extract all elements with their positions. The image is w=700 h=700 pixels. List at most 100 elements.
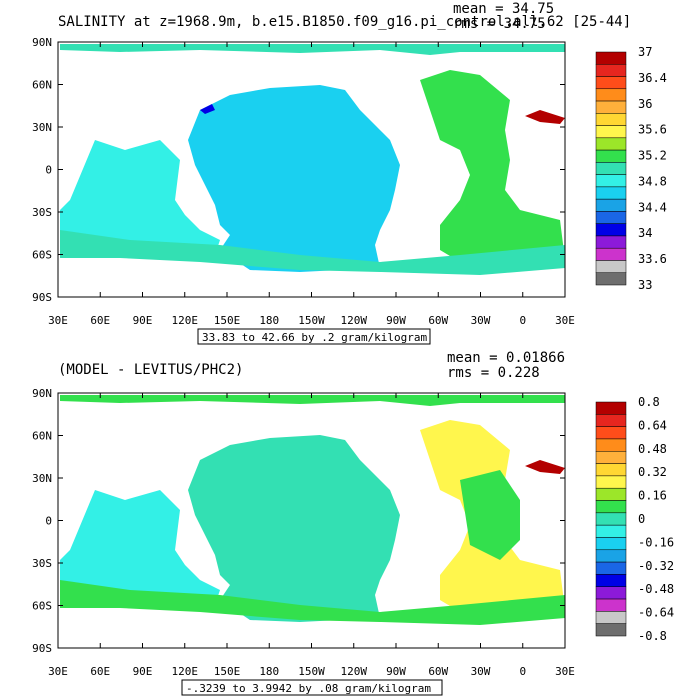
colorbar-label: 35.6 bbox=[638, 123, 667, 137]
colorbar-swatch bbox=[595, 211, 627, 224]
colorbar-swatch bbox=[595, 414, 627, 427]
colorbar-swatch bbox=[595, 500, 627, 514]
colorbar-swatch bbox=[595, 401, 627, 415]
colorbar-label: 0 bbox=[638, 512, 645, 526]
x-tick-label: 90W bbox=[386, 314, 406, 327]
colorbar-swatch bbox=[595, 113, 627, 126]
y-tick-label: 30N bbox=[32, 121, 52, 134]
x-tick-label: 150W bbox=[298, 665, 325, 678]
y-tick-label: 0 bbox=[45, 515, 52, 528]
colorbar-label: -0.48 bbox=[638, 582, 674, 596]
y-tick-label: 60N bbox=[32, 430, 52, 443]
y-tick-label: 60S bbox=[32, 249, 52, 262]
colorbar-swatch bbox=[595, 549, 627, 563]
colorbar-swatch bbox=[595, 438, 627, 452]
y-tick-label: 90S bbox=[32, 642, 52, 655]
x-tick-label: 150E bbox=[214, 314, 241, 327]
colorbar-label: 35.2 bbox=[638, 149, 667, 163]
x-tick-label: 180 bbox=[259, 665, 279, 678]
colorbar-label: 0.32 bbox=[638, 465, 667, 479]
mean-label: mean = 0.01866 bbox=[447, 350, 565, 366]
colorbar-swatch bbox=[595, 426, 627, 440]
y-tick-label: 90N bbox=[32, 387, 52, 400]
x-tick-label: 30E bbox=[555, 314, 575, 327]
colorbar-label: 0.8 bbox=[638, 395, 660, 409]
colorbar-label: -0.64 bbox=[638, 606, 674, 620]
x-tick-label: 120E bbox=[172, 665, 199, 678]
x-tick-label: 180 bbox=[259, 314, 279, 327]
colorbar-label: -0.16 bbox=[638, 535, 674, 549]
colorbar-swatch bbox=[595, 223, 627, 237]
colorbar-swatch bbox=[595, 100, 627, 114]
rms-label: rms = 34.75 bbox=[453, 16, 546, 32]
y-tick-label: 60N bbox=[32, 79, 52, 92]
colorbar-label: 0.48 bbox=[638, 442, 667, 456]
x-tick-label: 120E bbox=[172, 314, 199, 327]
x-axis: 30E 60E 90E 120E 150E 180 150W 120W 90W 60W 30W 0 30… bbox=[48, 42, 575, 327]
x-tick-label: 30W bbox=[471, 314, 491, 327]
mean-label: mean = 34.75 bbox=[453, 1, 554, 17]
x-axis: 30E 60E 90E 120E 150E 180 150W 120W 90W 60W 30W 0 30… bbox=[48, 393, 575, 678]
colorbar-swatch bbox=[595, 537, 627, 551]
x-tick-label: 60W bbox=[428, 314, 448, 327]
colorbar-label: 0.64 bbox=[638, 418, 667, 432]
x-tick-label: 30E bbox=[48, 314, 68, 327]
colorbar-swatch bbox=[595, 162, 627, 175]
x-tick-label: 60W bbox=[428, 665, 448, 678]
colorbar-label: 36.4 bbox=[638, 71, 667, 85]
colorbar-swatch bbox=[595, 235, 627, 249]
x-tick-label: 60E bbox=[90, 314, 110, 327]
range-label: 33.83 to 42.66 by .2 gram/kilogram bbox=[202, 331, 428, 344]
colorbar-swatch bbox=[595, 524, 627, 538]
y-tick-label: 90S bbox=[32, 291, 52, 304]
colorbar-swatch bbox=[595, 272, 627, 286]
x-tick-label: 120W bbox=[341, 314, 368, 327]
colorbar-swatch bbox=[595, 64, 627, 77]
colorbar-label: 34.8 bbox=[638, 174, 667, 188]
colorbar-swatch bbox=[595, 51, 627, 65]
colorbar-label: 33 bbox=[638, 278, 652, 292]
y-axis: 90N 60N 30N 0 30S 60S 90S bbox=[32, 387, 565, 655]
colorbar: 0.8 0.64 0.48 0.32 0.16 0 -0.16 -0.32 -0.48 -0.64… bbox=[595, 395, 674, 643]
colorbar-label: 37 bbox=[638, 45, 652, 59]
y-axis: 90N 60N 30N 0 30S 60S 90S bbox=[32, 36, 565, 304]
panel-title: SALINITY at z=1968.9m, b.e15.B1850.f09_g… bbox=[58, 14, 631, 30]
colorbar-label: 34 bbox=[638, 226, 652, 240]
colorbar-swatch bbox=[595, 186, 627, 200]
colorbar-swatch bbox=[595, 463, 627, 477]
colorbar-swatch bbox=[595, 125, 627, 139]
colorbar-label: 33.6 bbox=[638, 252, 667, 266]
y-tick-label: 90N bbox=[32, 36, 52, 49]
x-tick-label: 120W bbox=[341, 665, 368, 678]
colorbar-swatch bbox=[595, 611, 627, 624]
x-tick-label: 90W bbox=[386, 665, 406, 678]
x-tick-label: 0 bbox=[519, 314, 526, 327]
colorbar-swatch bbox=[595, 512, 627, 526]
colorbar-swatch bbox=[595, 475, 627, 489]
colorbar-label: -0.8 bbox=[638, 629, 667, 643]
x-tick-label: 0 bbox=[519, 665, 526, 678]
colorbar-label: 0.16 bbox=[638, 489, 667, 503]
range-label: -.3239 to 3.9942 by .08 gram/kilogram bbox=[186, 682, 431, 695]
y-tick-label: 30S bbox=[32, 557, 52, 570]
y-tick-label: 30N bbox=[32, 472, 52, 485]
colorbar-swatch bbox=[595, 76, 627, 90]
x-tick-label: 90E bbox=[133, 665, 153, 678]
rms-label: rms = 0.228 bbox=[447, 365, 540, 381]
panel-title: (MODEL - LEVITUS/PHC2) bbox=[58, 362, 243, 378]
x-tick-label: 30E bbox=[48, 665, 68, 678]
x-tick-label: 30E bbox=[555, 665, 575, 678]
colorbar-swatch bbox=[595, 451, 627, 464]
colorbar-swatch bbox=[595, 623, 627, 637]
colorbar-swatch bbox=[595, 88, 627, 102]
x-tick-label: 150W bbox=[298, 314, 325, 327]
colorbar-swatch bbox=[595, 260, 627, 273]
colorbar-swatch bbox=[595, 561, 627, 575]
range-box bbox=[181, 679, 443, 696]
x-tick-label: 90E bbox=[133, 314, 153, 327]
colorbar-label: 36 bbox=[638, 97, 652, 111]
colorbar-swatch bbox=[595, 574, 627, 587]
x-tick-label: 60E bbox=[90, 665, 110, 678]
y-tick-label: 30S bbox=[32, 206, 52, 219]
